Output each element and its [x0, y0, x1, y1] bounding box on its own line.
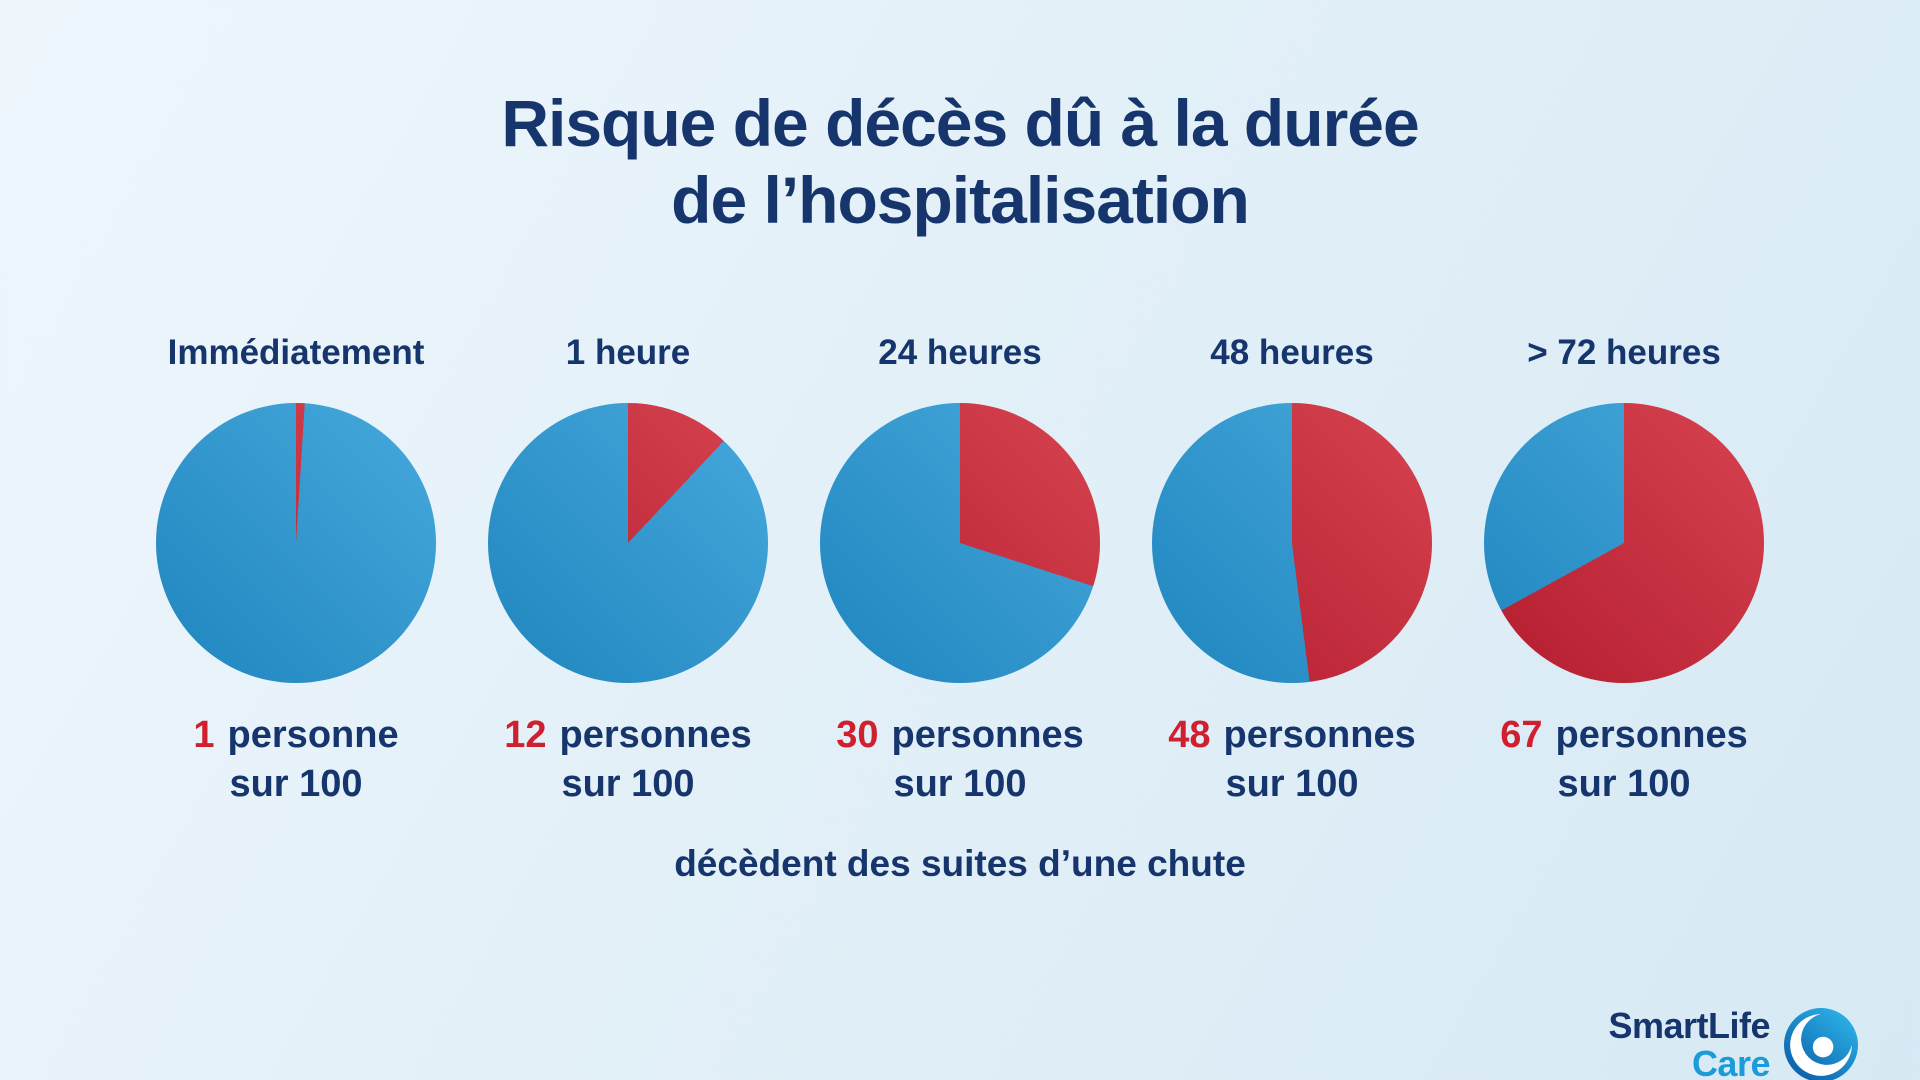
pie-caption: 48 personnes sur 100	[1168, 711, 1415, 808]
caption-word: personne	[227, 714, 399, 757]
pie-column-over-72-hours: > 72 heures 67 personnes sur 100	[1458, 333, 1790, 808]
page-title: Risque de décès dû à la durée de l’hospi…	[0, 85, 1920, 238]
pie-label: 1 heure	[565, 333, 691, 373]
brand-logo-text: SmartLife Care	[1608, 1007, 1770, 1080]
pie-label: Immédiatement	[167, 333, 425, 373]
caption-line-1: 12 personnes	[504, 711, 751, 760]
brand-name-care: Care	[1691, 1043, 1771, 1080]
caption-line-1: 1 personne	[193, 711, 398, 760]
pie-label: > 72 heures	[1527, 333, 1721, 373]
pie-caption: 12 personnes sur 100	[504, 711, 751, 808]
pie-label: 48 heures	[1210, 333, 1374, 373]
smartlife-swirl-icon	[1784, 1008, 1858, 1080]
caption-number: 12	[504, 714, 547, 757]
caption-number: 30	[836, 714, 879, 757]
pie-chart	[488, 403, 768, 684]
caption-denominator: sur 100	[1557, 762, 1691, 805]
caption-number: 48	[1168, 714, 1211, 757]
title-line-1: Risque de décès dû à la durée	[501, 86, 1419, 160]
caption-word: personnes	[891, 714, 1084, 757]
title-line-2: de l’hospitalisation	[671, 162, 1250, 237]
caption-denominator: sur 100	[1225, 762, 1359, 805]
caption-line-1: 48 personnes	[1168, 711, 1415, 760]
caption-denominator: sur 100	[893, 762, 1027, 805]
caption-denominator: sur 100	[561, 762, 695, 805]
caption-line-1: 67 personnes	[1500, 711, 1747, 760]
caption-word: personnes	[1555, 714, 1748, 757]
pie-chart	[156, 403, 436, 684]
pie-chart	[1152, 403, 1432, 684]
brand-logo: SmartLife Care	[1608, 1007, 1858, 1080]
pie-column-24-hours: 24 heures 30 personnes sur 100	[794, 333, 1126, 808]
caption-word: personnes	[559, 714, 752, 757]
pie-chart	[1484, 403, 1764, 684]
pie-column-48-hours: 48 heures 48 personnes sur 100	[1126, 333, 1458, 808]
caption-number: 1	[193, 714, 215, 757]
caption-denominator: sur 100	[229, 762, 363, 805]
caption-number: 67	[1500, 714, 1543, 757]
chart-subtitle: décèdent des suites d’une chute	[674, 843, 1246, 885]
pie-caption: 67 personnes sur 100	[1500, 711, 1747, 808]
pie-label: 24 heures	[878, 333, 1042, 373]
pie-caption: 1 personne sur 100	[193, 711, 398, 808]
pie-charts-row: Immédiatement 1 personne sur 100 1 heure …	[0, 333, 1920, 808]
pie-caption: 30 personnes sur 100	[836, 711, 1083, 808]
caption-line-1: 30 personnes	[836, 711, 1083, 760]
pie-chart	[820, 403, 1100, 684]
brand-name-smartlife: SmartLife	[1608, 1005, 1770, 1047]
pie-column-immediately: Immédiatement 1 personne sur 100	[130, 333, 462, 808]
pie-column-1-hour: 1 heure 12 personnes sur 100	[462, 333, 794, 808]
caption-word: personnes	[1223, 714, 1416, 757]
